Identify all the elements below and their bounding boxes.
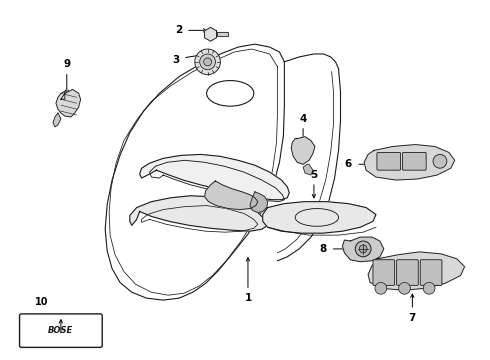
Polygon shape: [250, 192, 268, 212]
Polygon shape: [205, 181, 258, 210]
Polygon shape: [263, 202, 376, 233]
FancyBboxPatch shape: [373, 260, 394, 285]
Text: BOSE: BOSE: [48, 326, 74, 335]
Circle shape: [195, 49, 220, 75]
Circle shape: [355, 241, 371, 257]
Polygon shape: [204, 27, 217, 41]
Polygon shape: [303, 164, 313, 175]
Text: 6: 6: [345, 159, 352, 169]
FancyBboxPatch shape: [377, 152, 400, 170]
Text: 5: 5: [310, 170, 318, 180]
Text: 4: 4: [299, 114, 307, 124]
Text: 8: 8: [319, 244, 326, 254]
Circle shape: [200, 54, 216, 70]
Text: 10: 10: [34, 297, 48, 307]
Text: 7: 7: [409, 313, 416, 323]
FancyBboxPatch shape: [396, 260, 418, 285]
Text: 9: 9: [63, 59, 71, 69]
Circle shape: [359, 245, 367, 253]
Polygon shape: [56, 89, 80, 117]
Polygon shape: [343, 237, 384, 262]
Text: 3: 3: [172, 55, 180, 65]
Polygon shape: [53, 113, 61, 127]
Circle shape: [375, 282, 387, 294]
Polygon shape: [140, 154, 289, 200]
Polygon shape: [130, 196, 268, 231]
Text: 1: 1: [245, 293, 251, 303]
Text: 2: 2: [175, 25, 183, 35]
Polygon shape: [291, 137, 315, 164]
Polygon shape: [218, 32, 228, 36]
Circle shape: [433, 154, 447, 168]
Polygon shape: [368, 252, 465, 290]
Circle shape: [204, 58, 212, 66]
FancyBboxPatch shape: [420, 260, 442, 285]
Circle shape: [398, 282, 411, 294]
Polygon shape: [364, 145, 455, 180]
Circle shape: [423, 282, 435, 294]
FancyBboxPatch shape: [402, 152, 426, 170]
